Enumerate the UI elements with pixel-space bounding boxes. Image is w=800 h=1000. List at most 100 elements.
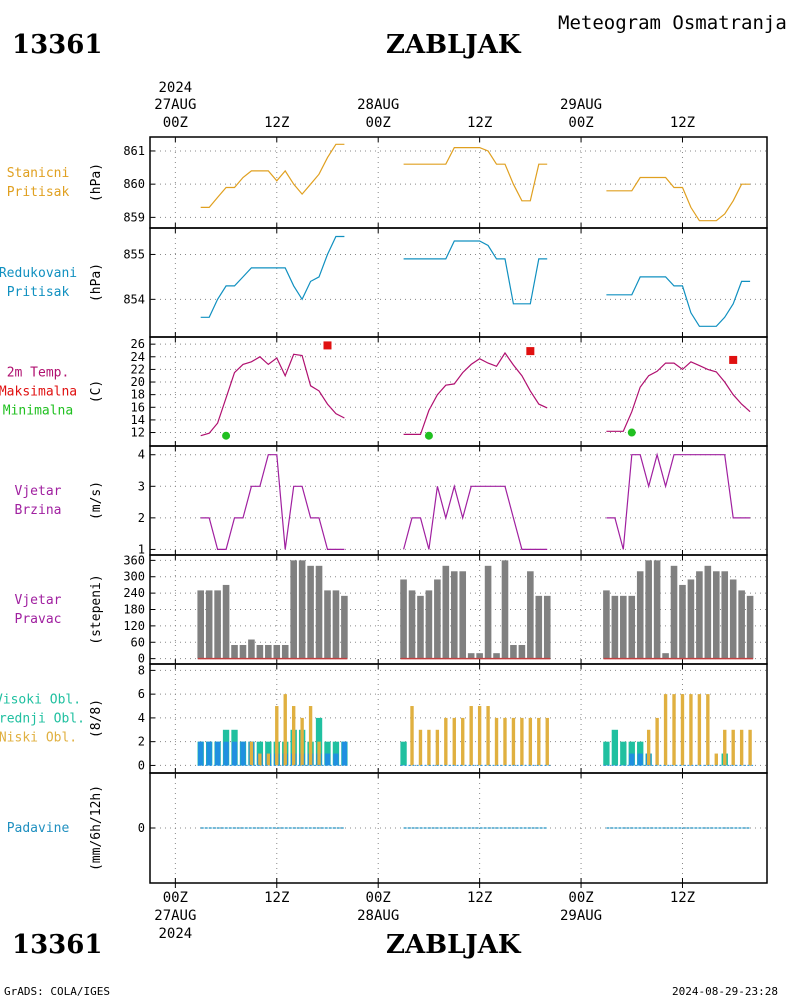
wind-dir-bar — [721, 571, 729, 659]
meteogram-title: Meteogram Osmatranja — [558, 12, 787, 34]
panel-unit-temperature: (C) — [89, 380, 104, 403]
cloud-bar-visokiobl — [620, 741, 627, 766]
cloud-bar-srednjiobl — [231, 741, 238, 766]
panel-label-clouds: Srednji Obl. — [0, 712, 85, 727]
wind-dir-bar — [459, 571, 467, 659]
bottom-axis-hour: 00Z — [366, 890, 391, 906]
wind-dir-bar — [712, 571, 720, 659]
cloud-bar-niskiobl — [520, 717, 524, 766]
wind-dir-bar — [704, 565, 712, 659]
station-id-bottom: 13361 — [12, 930, 103, 960]
cloud-bar-niskiobl — [503, 717, 507, 766]
panel-label-wind_direction: Pravac — [15, 612, 62, 627]
ytick-label: 3 — [138, 479, 145, 493]
wind-dir-bar — [290, 560, 297, 659]
wind-dir-bar — [298, 560, 306, 659]
panel-unit-clouds: (8/8) — [89, 699, 104, 738]
ytick-label: 2 — [138, 511, 145, 525]
cloud-bar-srednjiobl — [223, 741, 229, 766]
ytick-label: 16 — [131, 400, 145, 414]
wind-dir-bar — [670, 565, 678, 659]
wind-dir-bar — [400, 579, 407, 659]
ytick-label: 240 — [123, 586, 145, 600]
wind-dir-bar — [450, 571, 458, 659]
cloud-bar-niskiobl — [469, 706, 473, 766]
panel-unit-wind_speed: (m/s) — [89, 481, 104, 520]
cloud-bar-niskiobl — [697, 694, 702, 766]
ytick-label: 120 — [123, 619, 145, 633]
station-id-top: 13361 — [12, 30, 103, 60]
cloud-bar-niskiobl — [748, 729, 752, 766]
cloud-bar-niskiobl — [418, 729, 423, 766]
cloud-bar-srednjiobl — [198, 741, 204, 766]
tmin-marker — [627, 428, 636, 437]
wind-dir-bar — [501, 560, 509, 659]
cloud-bar-srednjiobl — [240, 741, 246, 766]
cloud-bar-niskiobl — [494, 717, 499, 766]
top-axis-date: 27AUG — [154, 97, 196, 113]
wind-dir-bar — [315, 565, 323, 659]
panel-label-temperature: Maksimalna — [0, 385, 77, 400]
wind-dir-bar — [645, 560, 652, 659]
tmax-marker — [729, 355, 738, 364]
wind-dir-bar — [620, 595, 627, 659]
top-axis-date: 28AUG — [357, 97, 399, 113]
cloud-bar-niskiobl — [249, 741, 254, 766]
panel-unit-station_pressure: (hPa) — [89, 163, 104, 202]
wind-dir-bar — [281, 644, 289, 659]
cloud-bar-niskiobl — [444, 717, 448, 766]
top-axis-hour: 00Z — [366, 115, 391, 131]
panel-unit-precipitation: (mm/6h/12h) — [89, 785, 104, 871]
bottom-axis-date: 29AUG — [560, 908, 602, 924]
bottom-axis-hour: 00Z — [568, 890, 593, 906]
ytick-label: 4 — [138, 448, 145, 462]
ytick-label: 859 — [123, 210, 145, 224]
panel-label-wind_speed: Vjetar — [15, 484, 62, 499]
wind-dir-bar — [417, 595, 424, 659]
cloud-bar-niskiobl — [275, 706, 279, 766]
cloud-bar-niskiobl — [723, 729, 727, 766]
cloud-bar-niskiobl — [266, 753, 271, 766]
cloud-bar-niskiobl — [680, 694, 685, 766]
wind-dir-bar — [653, 560, 661, 659]
ytick-label: 0 — [138, 758, 145, 772]
bottom-axis-date: 28AUG — [357, 908, 399, 924]
wind-dir-bar — [434, 579, 441, 659]
cloud-bar-srednjiobl — [333, 753, 339, 766]
wind-dir-bar — [493, 653, 500, 659]
panel-label-station_pressure: Pritisak — [7, 185, 70, 200]
series-line-wind_speed — [606, 452, 751, 550]
panel-label-temperature: 2m Temp. — [7, 366, 70, 381]
ytick-label: 8 — [138, 663, 145, 677]
wind-dir-bar — [535, 595, 543, 659]
cloud-bar-niskiobl — [283, 694, 287, 766]
top-axis-hour: 00Z — [163, 115, 188, 131]
wind-dir-bar — [687, 579, 695, 659]
panel-unit-wind_direction: (stepeni) — [89, 574, 104, 644]
panel-frame-reduced_pressure — [149, 227, 768, 338]
ytick-label: 855 — [123, 247, 145, 261]
panel-label-clouds: Niski Obl. — [0, 731, 77, 746]
top-axis-hour: 12Z — [670, 115, 695, 131]
tmax-marker — [526, 347, 535, 356]
cloud-bar-niskiobl — [739, 729, 744, 766]
bottom-axis-hour: 12Z — [467, 890, 492, 906]
cloud-bar-niskiobl — [435, 729, 440, 766]
bottom-axis-year: 2024 — [158, 926, 192, 942]
series-line-reduced_pressure — [200, 235, 345, 318]
wind-dir-bar — [527, 571, 534, 659]
wind-dir-bar — [222, 584, 230, 659]
top-axis-hour: 12Z — [264, 115, 289, 131]
wind-dir-bar — [324, 590, 331, 659]
panel-label-wind_direction: Vjetar — [15, 593, 62, 608]
cloud-bar-niskiobl — [714, 753, 718, 766]
bottom-axis-hour: 12Z — [670, 890, 695, 906]
station-name-top: ZABLJAK — [386, 30, 521, 60]
wind-dir-bar — [265, 644, 272, 659]
wind-dir-bar — [476, 653, 483, 659]
ytick-label: 14 — [131, 413, 145, 427]
tmin-marker — [424, 431, 433, 440]
wind-dir-bar — [341, 595, 348, 659]
ytick-label: 12 — [131, 426, 145, 440]
ytick-label: 0 — [138, 652, 145, 666]
